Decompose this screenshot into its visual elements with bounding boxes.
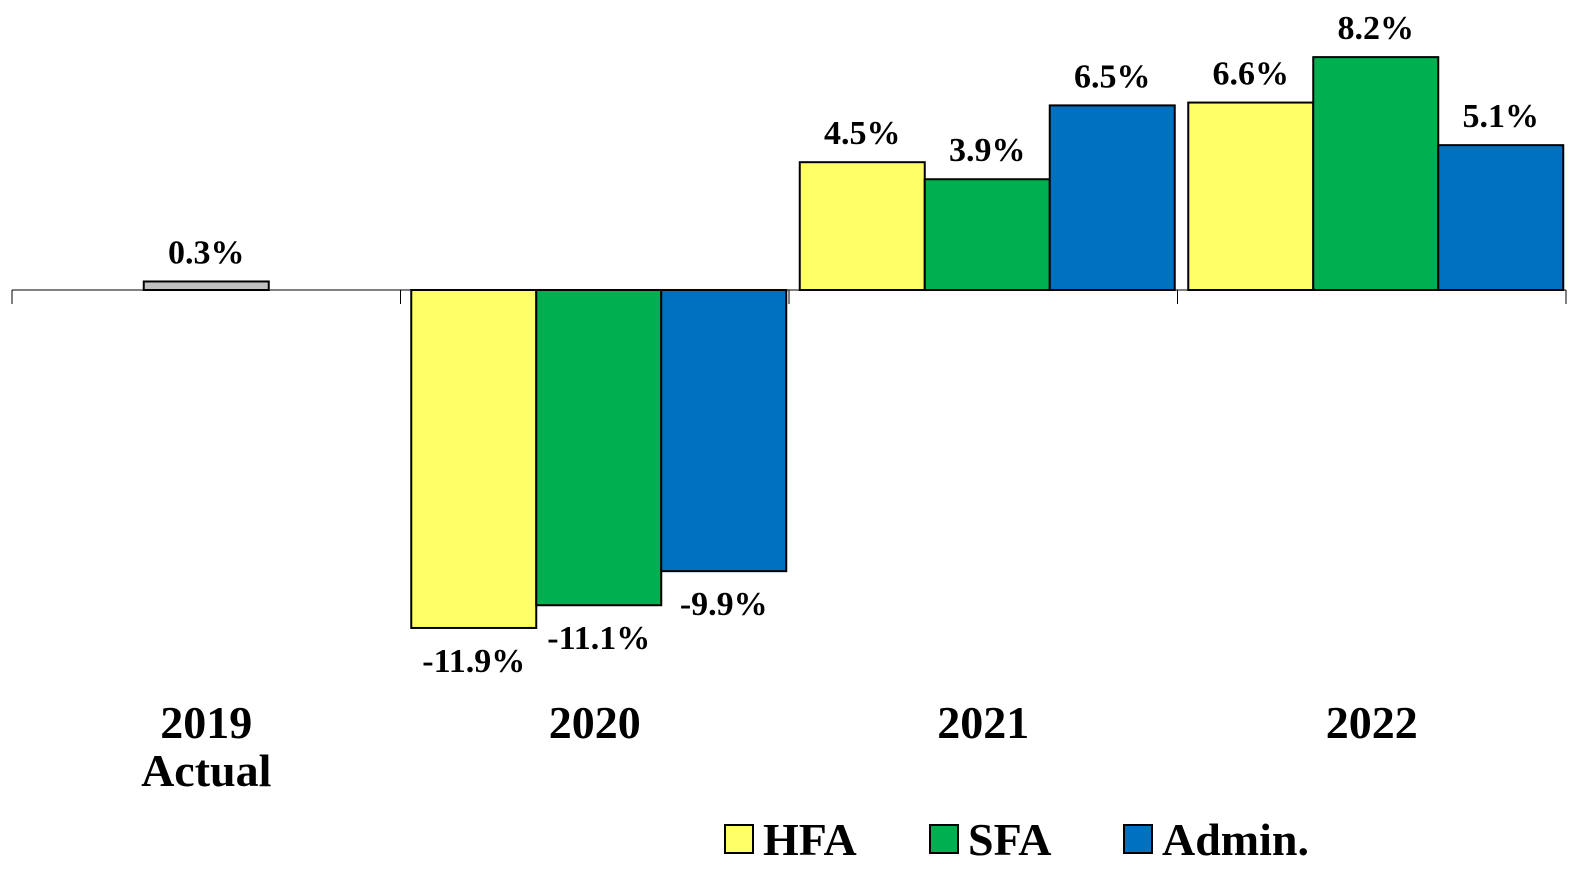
bar-hfa-2	[798, 161, 926, 291]
value-labels: 0.3% -11.9% 4.5% 6.6% -11.1% 3.9% 8.2% -9.9% 6.5…	[168, 10, 1539, 680]
category-label: 2021	[937, 697, 1029, 748]
bar-hfa-3	[1187, 101, 1315, 291]
value-label: 6.5%	[1074, 58, 1151, 95]
value-label: -11.1%	[547, 620, 650, 657]
bar-admin-1	[660, 289, 788, 573]
bar-2019-total	[142, 280, 270, 292]
bar-sfa-3	[1312, 56, 1440, 292]
legend-swatch	[1123, 824, 1153, 854]
bar-sfa-1	[535, 289, 663, 607]
legend-label: HFA	[763, 814, 857, 865]
value-label: 6.6%	[1213, 56, 1290, 93]
category-label: 2019	[160, 697, 252, 748]
bar-hfa-1	[410, 289, 538, 629]
legend-label: Admin.	[1162, 814, 1309, 865]
legend-swatch	[724, 824, 754, 854]
category-label: Actual	[141, 745, 271, 796]
bar-admin-3	[1437, 144, 1565, 291]
legend-label: SFA	[968, 814, 1052, 865]
value-label: 5.1%	[1463, 98, 1540, 135]
bar-sfa-2	[923, 178, 1051, 292]
category-label: 2020	[549, 697, 641, 748]
value-label: 3.9%	[949, 132, 1026, 169]
category-label: 2022	[1326, 697, 1418, 748]
value-label: 4.5%	[824, 115, 901, 152]
bar-admin-2	[1048, 104, 1176, 292]
value-label-2019: 0.3%	[168, 234, 245, 271]
value-label: -9.9%	[680, 586, 768, 623]
value-label: -11.9%	[422, 643, 525, 680]
value-label: 8.2%	[1338, 10, 1415, 47]
bars-layer	[142, 56, 1565, 629]
legend: HFA SFA Admin.	[724, 814, 1309, 865]
x-axis	[11, 289, 1567, 304]
legend-swatch	[929, 824, 959, 854]
